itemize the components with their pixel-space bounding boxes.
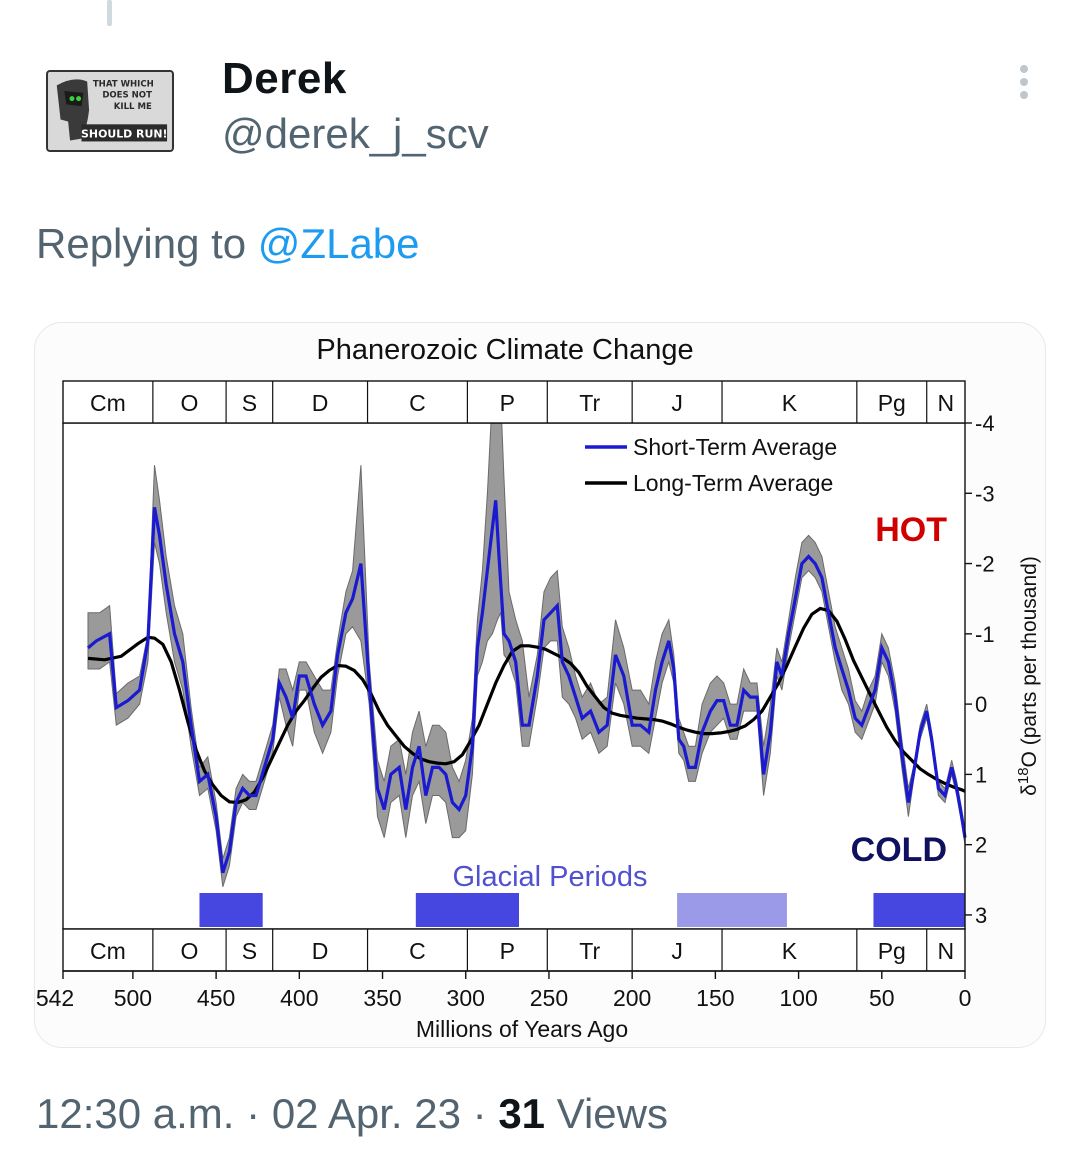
period-label: J bbox=[671, 938, 683, 964]
chart-title: Phanerozoic Climate Change bbox=[316, 334, 693, 366]
tweet-meta-line: 12:30 a.m. · 02 Apr. 23 · 31 Views bbox=[36, 1090, 668, 1138]
meta-separator: · bbox=[472, 1090, 487, 1137]
thread-connector-line bbox=[107, 0, 112, 26]
tweet-date[interactable]: 02 Apr. 23 bbox=[271, 1090, 461, 1137]
period-label: C bbox=[409, 390, 426, 416]
y-tick-label: 0 bbox=[975, 692, 987, 717]
period-label: O bbox=[181, 390, 199, 416]
user-handle[interactable]: @derek_j_scv bbox=[222, 110, 489, 157]
avatar-text-line: SHOULD RUN! bbox=[81, 128, 167, 141]
replying-to-prefix: Replying to bbox=[36, 220, 247, 267]
x-axis-label: Millions of Years Ago bbox=[416, 1016, 628, 1042]
period-label: O bbox=[181, 938, 199, 964]
chart-image-card[interactable]: Cm O S D C P Tr J K Pg N Cm O S D C P Tr J K Pg N 542 500 450 400… bbox=[34, 322, 1046, 1048]
replying-to-line: Replying to @ZLabe bbox=[36, 220, 420, 268]
more-options-icon[interactable] bbox=[1006, 60, 1042, 100]
period-label: P bbox=[500, 390, 515, 416]
x-tick-label: 200 bbox=[613, 985, 651, 1011]
period-label: P bbox=[500, 938, 515, 964]
x-tick-label: 542 bbox=[36, 985, 74, 1011]
x-tick-label: 250 bbox=[530, 985, 568, 1011]
series-line-short-term bbox=[86, 500, 967, 874]
x-tick-label: 400 bbox=[280, 985, 318, 1011]
x-tick-label: 50 bbox=[869, 985, 895, 1011]
y-tick-label: -4 bbox=[975, 411, 995, 436]
hot-label: HOT bbox=[875, 511, 947, 549]
x-tick-label: 150 bbox=[696, 985, 734, 1011]
x-tick-label: 0 bbox=[959, 985, 972, 1011]
y-axis-label-superscript: 18 bbox=[1015, 767, 1032, 784]
avatar-text-line: KILL ME bbox=[114, 102, 152, 112]
avatar-text-line: THAT WHICH bbox=[93, 79, 154, 89]
glacial-period-bar bbox=[199, 893, 263, 927]
glacial-period-bar bbox=[415, 893, 519, 927]
period-label: Tr bbox=[579, 390, 600, 416]
avatar-text-line: DOES NOT bbox=[102, 91, 152, 101]
period-label: C bbox=[409, 938, 426, 964]
period-label: K bbox=[782, 390, 798, 416]
views-count: 31 bbox=[498, 1090, 546, 1137]
period-label: D bbox=[312, 938, 329, 964]
period-band-bottom bbox=[62, 928, 966, 972]
x-tick-label: 500 bbox=[114, 985, 152, 1011]
period-label: Tr bbox=[579, 938, 600, 964]
y-tick-label: -3 bbox=[975, 481, 995, 506]
mention-link[interactable]: @ZLabe bbox=[257, 220, 420, 267]
cold-label: COLD bbox=[851, 831, 947, 869]
period-label: N bbox=[938, 390, 955, 416]
x-tick-label: 100 bbox=[779, 985, 817, 1011]
period-label: Cm bbox=[90, 390, 126, 416]
x-tick-label: 450 bbox=[197, 985, 235, 1011]
glacial-period-bar bbox=[677, 893, 787, 927]
period-label: S bbox=[242, 938, 257, 964]
tweet-time[interactable]: 12:30 a.m. bbox=[36, 1090, 235, 1137]
y-tick-label: -1 bbox=[975, 622, 995, 647]
views-label: Views bbox=[556, 1090, 668, 1137]
period-label: Pg bbox=[878, 938, 906, 964]
y-tick-label: 1 bbox=[975, 762, 987, 787]
y-axis-label: δ18O (parts per thousand) bbox=[1015, 556, 1041, 796]
period-label: Cm bbox=[90, 938, 126, 964]
x-tick-label: 300 bbox=[447, 985, 485, 1011]
spartan-helmet-logo-icon: THAT WHICH DOES NOT KILL ME SHOULD RUN! bbox=[49, 72, 171, 150]
meta-separator: · bbox=[246, 1090, 261, 1137]
glacial-period-bar bbox=[873, 893, 965, 927]
glacial-periods-label: Glacial Periods bbox=[452, 861, 647, 893]
y-tick-label: 3 bbox=[975, 903, 987, 928]
y-tick-label: 2 bbox=[975, 833, 987, 858]
legend-label-short-term: Short-Term Average bbox=[633, 434, 837, 460]
avatar[interactable]: THAT WHICH DOES NOT KILL ME SHOULD RUN! bbox=[46, 70, 174, 152]
legend-label-long-term: Long-Term Average bbox=[633, 470, 833, 496]
y-axis-label-prefix: δ bbox=[1018, 784, 1041, 796]
period-label: D bbox=[312, 390, 329, 416]
period-label: N bbox=[938, 938, 955, 964]
period-label: J bbox=[671, 390, 683, 416]
period-label: K bbox=[782, 938, 798, 964]
period-band-top bbox=[62, 380, 966, 424]
display-name[interactable]: Derek bbox=[222, 54, 347, 103]
y-axis-label-main: O (parts per thousand) bbox=[1018, 556, 1041, 767]
x-tick-label: 350 bbox=[363, 985, 401, 1011]
period-label: S bbox=[242, 390, 257, 416]
period-label: Pg bbox=[878, 390, 906, 416]
y-tick-label: -2 bbox=[975, 552, 995, 577]
